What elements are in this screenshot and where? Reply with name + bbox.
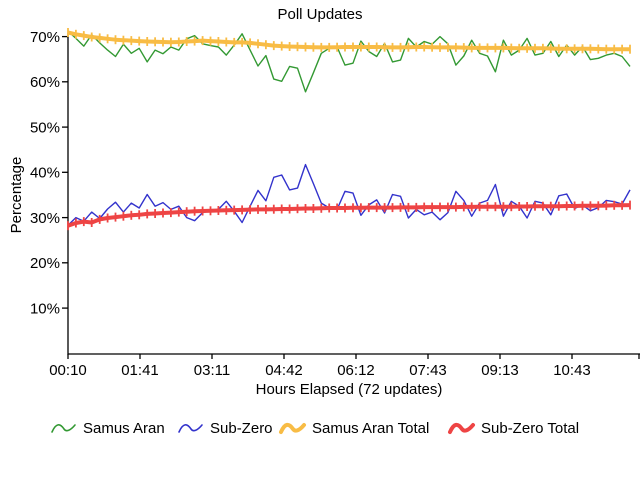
series-sub-zero-total-line [67, 203, 631, 228]
x-tick-label: 04:42 [265, 362, 303, 379]
series-sub-zero-total-point-ticks [67, 200, 631, 231]
samus-aran-line-icon [51, 424, 76, 433]
y-tick-label: 20% [30, 255, 60, 272]
x-tick-label: 09:13 [481, 362, 519, 379]
sub-zero-line-icon [178, 424, 203, 433]
x-tick-label: 10:43 [553, 362, 591, 379]
legend-label: Samus Aran [83, 420, 165, 437]
x-tick-label: 06:12 [337, 362, 375, 379]
y-tick-label: 10% [30, 300, 60, 317]
legend-item-samus-aran: Samus Aran [51, 420, 165, 437]
y-tick-label: 60% [30, 74, 60, 91]
x-tick-label: 07:43 [409, 362, 447, 379]
series-samus-aran-total-line [67, 30, 630, 52]
samus-aran-total-line-icon [279, 422, 306, 434]
axis-lines [67, 33, 640, 355]
legend-label: Sub-Zero [210, 420, 273, 437]
chart-title: Poll Updates [277, 6, 362, 23]
x-tick-labels: 00:10 01:41 03:11 04:42 06:12 07:43 09:1… [49, 362, 591, 379]
y-tick-label: 30% [30, 210, 60, 227]
x-ticks [67, 354, 640, 359]
x-tick-label: 00:10 [49, 362, 87, 379]
series-samus-aran-line [67, 30, 631, 93]
legend-item-sub-zero-total: Sub-Zero Total [448, 420, 579, 437]
x-tick-label: 03:11 [194, 362, 230, 379]
legend: Samus Aran Sub-Zero Samus Aran Total Sub… [51, 420, 579, 437]
sub-zero-total-line-icon [448, 422, 475, 434]
legend-item-samus-aran-total: Samus Aran Total [279, 420, 429, 437]
y-tick-label: 40% [30, 165, 60, 182]
y-tick-labels: 70% 60% 50% 40% 30% 20% 10% [30, 29, 60, 318]
y-ticks [62, 35, 68, 309]
y-tick-label: 50% [30, 119, 60, 136]
y-tick-label: 70% [30, 29, 60, 46]
legend-label: Samus Aran Total [312, 420, 429, 437]
legend-item-sub-zero: Sub-Zero [178, 420, 273, 437]
y-axis-label: Percentage [8, 157, 25, 234]
x-axis-label: Hours Elapsed (72 updates) [256, 381, 443, 398]
series-samus-aran-total-point-ticks [67, 28, 631, 54]
x-tick-label: 01:41 [121, 362, 159, 379]
plot-series [67, 28, 631, 231]
series-sub-zero-line [67, 163, 631, 226]
legend-label: Sub-Zero Total [481, 420, 579, 437]
